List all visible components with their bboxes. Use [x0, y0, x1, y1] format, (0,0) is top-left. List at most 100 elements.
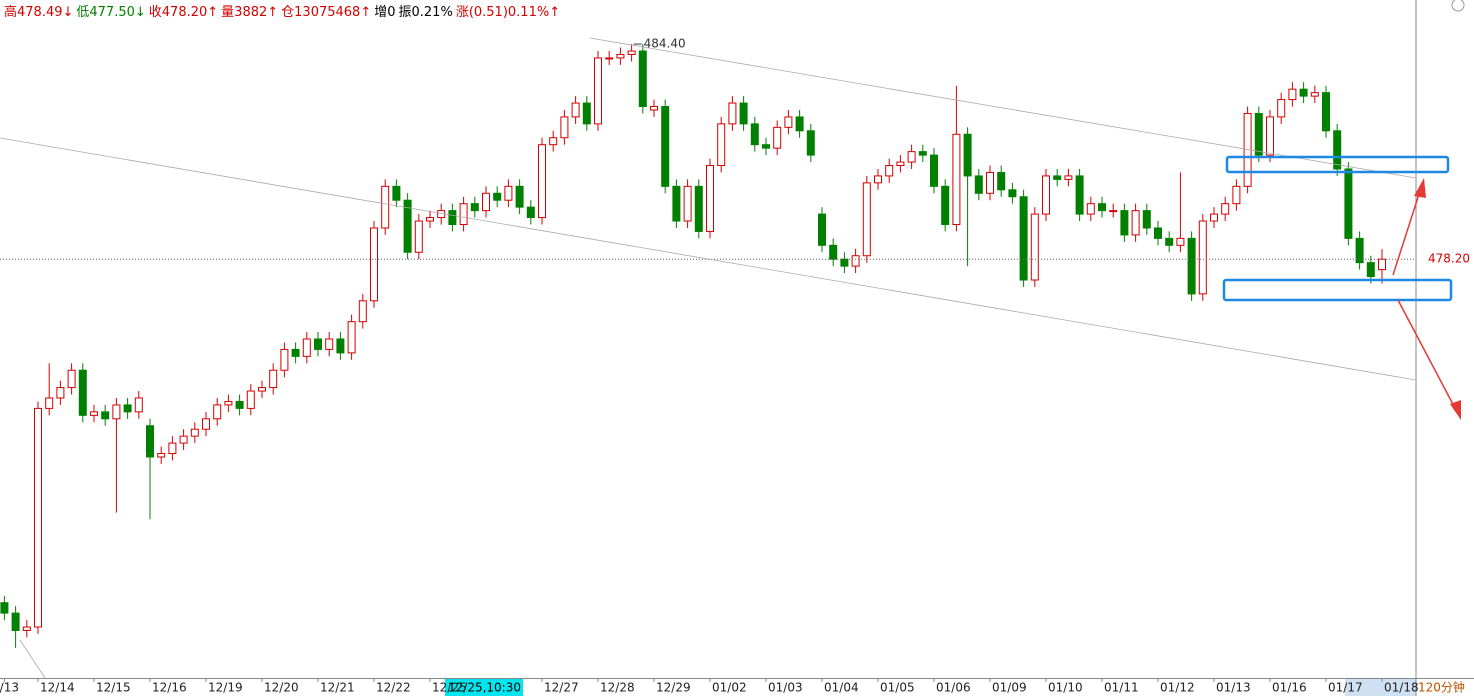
candle-body: [246, 390, 255, 409]
candle-body: [123, 404, 132, 413]
candle-body: [314, 338, 322, 350]
x-tick-label: 12/28: [600, 681, 635, 695]
candle-body: [672, 185, 681, 222]
candle-body: [302, 338, 311, 357]
candle-body: [269, 369, 278, 389]
x-tick-label: 01/13: [1216, 681, 1251, 695]
candle-body: [22, 626, 31, 631]
arrow: [1397, 299, 1457, 411]
trend-line: [19, 639, 46, 679]
arrow-head: [1414, 178, 1426, 198]
candle-body: [1064, 175, 1073, 180]
candle-body: [739, 102, 748, 125]
candle-body: [1042, 175, 1050, 215]
axis-highlight: [1345, 679, 1416, 696]
period-label[interactable]: 120分钟: [1418, 680, 1465, 695]
candle-body: [627, 50, 636, 55]
candle-body: [717, 123, 726, 167]
candle-body: [963, 133, 972, 177]
x-tick-label: 12/29: [656, 681, 691, 695]
candle-body: [0, 602, 9, 614]
candle-body: [482, 192, 490, 212]
x-tick-label: 12/15: [96, 681, 131, 695]
icon[interactable]: [1451, 0, 1465, 12]
candle-body: [526, 206, 535, 219]
x-tick-label: 01/05: [880, 681, 915, 695]
candle-body: [1210, 213, 1218, 222]
candle-body: [549, 137, 558, 146]
quote-field: 涨(0.51)0.11%↑: [455, 5, 561, 20]
candle-body: [1355, 237, 1364, 264]
x-tick-label: 12/13: [0, 681, 19, 695]
quote-field: 低477.50↓: [76, 5, 146, 20]
candle-body: [1344, 168, 1353, 239]
candle-body: [90, 411, 98, 416]
candle-body: [941, 185, 950, 225]
quote-field: 收478.20↑: [148, 5, 219, 20]
candle-body: [1366, 262, 1375, 278]
candle-body: [784, 116, 793, 128]
candle-body: [1221, 203, 1230, 215]
trend-line: [0, 137, 1417, 381]
candle-body: [1019, 196, 1028, 281]
x-tick-label: 12/14: [40, 681, 75, 695]
candle-body: [347, 321, 356, 354]
candle-body: [728, 102, 737, 125]
quote-field: 增0: [374, 5, 396, 20]
x-tick-label: 01/03: [768, 681, 803, 695]
x-tick-label: 01/06: [936, 681, 971, 695]
candle-body: [683, 185, 692, 222]
candle-body: [280, 348, 289, 371]
candle-body: [616, 53, 625, 59]
candle-body: [179, 435, 188, 444]
candle-body: [168, 442, 177, 455]
candle-body: [190, 428, 199, 437]
candle-body: [694, 185, 703, 232]
candle-body: [101, 411, 110, 420]
candle-body: [930, 154, 938, 187]
candle-body: [459, 203, 468, 225]
x-tick-label: 12/25: [432, 681, 467, 695]
plot: 484.40: [0, 37, 1416, 648]
candle-body: [997, 171, 1006, 191]
x-tick-label: 01/04: [824, 681, 859, 695]
quote-field: 量3882↑: [221, 5, 279, 20]
candle-body: [213, 404, 222, 420]
candle-body: [806, 130, 815, 156]
candle-body: [1008, 189, 1017, 198]
x-tick-label: 01/12: [1160, 681, 1195, 695]
candle-body: [336, 338, 345, 354]
x-tick-label: 12/16: [152, 681, 187, 695]
quote-field: 振0.21%: [398, 5, 453, 20]
candle-body: [403, 199, 412, 253]
max-marker-label: 484.40: [644, 37, 686, 51]
candle-body: [594, 57, 602, 125]
candle-body: [840, 258, 849, 267]
candle-body: [112, 404, 121, 420]
candle-body: [1165, 237, 1174, 246]
candle-body: [493, 192, 502, 201]
quote-header: 高478.49↓ 低477.50↓ 收478.20↑ 量3882↑ 仓13075468↑…: [4, 1, 563, 20]
candle-body: [896, 161, 905, 167]
candle-body: [224, 400, 233, 406]
candle-body: [1053, 175, 1062, 180]
x-tick-label: 12/22: [376, 681, 411, 695]
candle-body: [974, 175, 983, 194]
candle-body: [202, 418, 210, 430]
candle-body: [1075, 175, 1084, 215]
candle-body: [851, 255, 860, 267]
candle-body: [773, 126, 782, 149]
candle-body: [918, 151, 927, 156]
candle-body: [1299, 88, 1308, 97]
candle-body: [134, 397, 143, 413]
candle-body: [795, 116, 804, 132]
candle-body: [470, 203, 479, 212]
candle-body: [78, 369, 87, 416]
candle-body: [1098, 203, 1106, 212]
candle-body: [34, 407, 42, 628]
candle-body: [1086, 203, 1095, 215]
candle-body: [1288, 88, 1297, 101]
candle-body: [818, 213, 826, 246]
